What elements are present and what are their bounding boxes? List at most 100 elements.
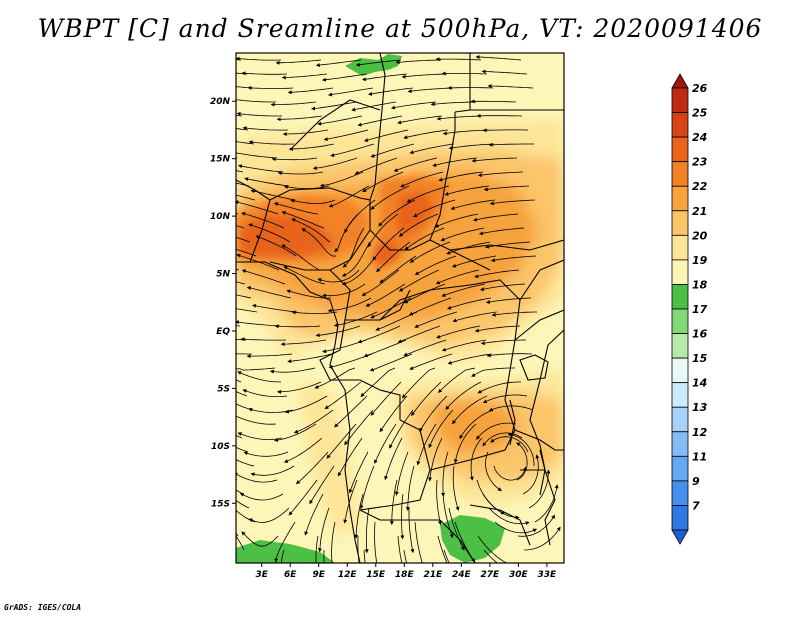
streamline <box>485 451 502 492</box>
streamline <box>432 157 478 167</box>
colorbar-label: 7 <box>692 499 700 512</box>
streamline <box>471 367 515 377</box>
streamline <box>237 432 283 440</box>
streamline <box>236 150 278 159</box>
border-angola <box>359 419 431 511</box>
streamline <box>378 199 416 227</box>
streamline <box>452 465 460 511</box>
lake-victoria <box>519 354 549 381</box>
streamline <box>323 129 369 142</box>
streamline <box>236 128 249 131</box>
colorbar-cell <box>671 308 689 334</box>
streamline <box>374 521 379 563</box>
streamline <box>384 437 403 481</box>
streamline <box>293 409 334 434</box>
streamline <box>324 381 362 410</box>
colorbar-cell <box>671 87 689 113</box>
streamline <box>288 143 335 151</box>
country-borders <box>236 53 564 563</box>
streamline <box>522 454 540 495</box>
streamline <box>236 308 258 313</box>
lon-label: 6E <box>284 570 297 580</box>
colorbar-label: 11 <box>692 450 707 463</box>
streamline <box>246 353 293 359</box>
streamline <box>283 437 323 463</box>
streamline <box>329 521 336 563</box>
colorbar-label: 25 <box>692 107 708 120</box>
border-zambia <box>429 429 516 471</box>
streamline <box>390 101 437 110</box>
streamline <box>314 367 356 389</box>
colorbar: 26 25 24 23 22 21 20 19 18 17 16 15 14 13 12 11 9 7 <box>671 73 708 545</box>
streamline <box>248 223 291 243</box>
streamline <box>372 227 405 261</box>
streamline <box>283 185 330 189</box>
streamline <box>440 227 485 242</box>
colorbar-cell <box>671 455 689 482</box>
streamline <box>243 451 289 457</box>
streamline <box>280 339 327 347</box>
streamline <box>451 395 488 425</box>
streamline <box>442 129 489 136</box>
streamline <box>248 507 290 523</box>
streamline <box>428 409 454 449</box>
streamline <box>446 241 491 255</box>
streamline <box>288 479 318 516</box>
latitude-labels: 20N 15N 10N 5N EQ 5S 10S 15S <box>210 97 231 509</box>
border-niger-chad <box>289 99 381 151</box>
lat-label: 20N <box>210 97 231 107</box>
streamline <box>328 185 370 208</box>
streamline <box>450 199 496 210</box>
streamline <box>400 171 444 188</box>
streamline <box>419 395 448 432</box>
streamline <box>477 171 524 178</box>
streamline <box>473 213 519 222</box>
streamline <box>341 255 377 286</box>
streamline <box>408 508 415 554</box>
colorbar-cell <box>671 284 689 310</box>
colorbar-bottom-triangle <box>671 529 689 545</box>
streamline <box>436 479 442 526</box>
streamline <box>430 101 476 107</box>
streamline <box>488 142 534 147</box>
streamline <box>317 269 360 283</box>
streamline <box>274 423 317 442</box>
colorbar-cell <box>671 382 689 408</box>
streamline <box>397 115 443 125</box>
colorbar-label: 13 <box>692 401 708 414</box>
coastline-gulf-of-guinea <box>236 261 339 346</box>
shade-green-north <box>345 54 402 76</box>
colorbar-cell <box>671 234 689 261</box>
axis-ticks <box>232 100 548 567</box>
colorbar-label: 26 <box>692 82 708 95</box>
streamline <box>361 269 400 296</box>
streamline <box>428 437 443 482</box>
streamline <box>362 171 404 193</box>
streamline <box>246 286 292 299</box>
colorbar-label: 22 <box>692 180 708 193</box>
streamline <box>397 325 441 343</box>
credit-label: GrADS: IGES/COLA <box>4 603 82 612</box>
streamline <box>242 126 289 131</box>
plot-frame <box>235 52 565 564</box>
streamline <box>409 143 455 155</box>
colorbar-label: 16 <box>692 328 708 341</box>
streamline <box>327 297 372 313</box>
colorbar-label: 14 <box>692 377 707 390</box>
lon-label: 18E <box>395 570 415 580</box>
border-west-africa <box>236 179 271 263</box>
streamline <box>236 403 254 411</box>
streamline <box>281 549 285 563</box>
streamline <box>236 99 276 103</box>
streamline <box>403 549 407 563</box>
streamline <box>236 236 251 243</box>
border-namibia <box>359 509 440 521</box>
streamline <box>241 531 279 547</box>
streamline <box>490 255 537 263</box>
streamline <box>236 459 255 467</box>
streamline <box>334 395 368 428</box>
colorbar-label: 12 <box>692 426 708 439</box>
lon-label: 15E <box>366 570 386 580</box>
streamline <box>375 311 418 331</box>
coastline-east <box>529 329 564 471</box>
